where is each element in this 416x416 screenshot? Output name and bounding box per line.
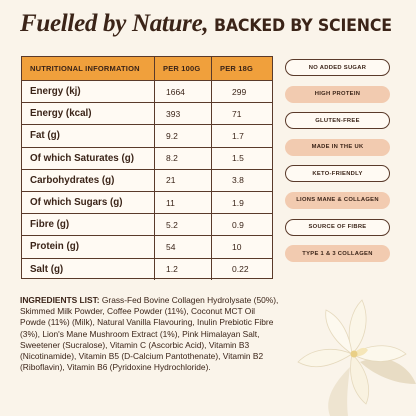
nutrient-label: Of which Saturates (g) bbox=[22, 147, 155, 169]
vanilla-flower-icon bbox=[297, 299, 416, 416]
value-per-18g: 1.5 bbox=[232, 153, 244, 164]
value-per-100g: 1.2 bbox=[155, 258, 212, 280]
value-per-18g: 1.7 bbox=[232, 130, 244, 141]
table-row: Energy (kcal) 393 71 bbox=[22, 102, 272, 125]
table-row: Of which Sugars (g) 11 1.9 bbox=[22, 190, 272, 214]
headline: Fuelled by Nature, BACKED BY SCIENCE bbox=[20, 10, 406, 40]
nutrient-label: Protein (g) bbox=[22, 236, 155, 258]
table-header: NUTRITIONAL INFORMATION PER 100G PER 18G bbox=[22, 57, 272, 80]
nutrient-label: Of which Sugars (g) bbox=[22, 191, 155, 214]
nutrient-label: Carbohydrates (g) bbox=[22, 169, 155, 191]
flower-petals bbox=[297, 299, 407, 405]
nutrient-label: Energy (kj) bbox=[22, 81, 155, 103]
table-row: Carbohydrates (g) 21 3.8 bbox=[22, 168, 272, 191]
value-per-100g: 8.2 bbox=[155, 147, 212, 169]
value-per-18g: 299 bbox=[232, 86, 247, 97]
flower-leaves bbox=[328, 358, 416, 416]
nutrient-label: Salt (g) bbox=[22, 258, 155, 280]
headline-caps: BACKED BY SCIENCE bbox=[214, 16, 393, 36]
table-row: Energy (kj) 1664 299 bbox=[22, 80, 272, 103]
value-per-100g: 1664 bbox=[155, 81, 212, 103]
headline-script: Fuelled by Nature, bbox=[20, 10, 209, 37]
ingredients-list: INGREDIENTS LIST: Grass-Fed Bovine Colla… bbox=[20, 295, 282, 373]
header-per-100g: PER 100G bbox=[155, 57, 212, 80]
claim-badges: NO ADDED SUGAR HIGH PROTEIN GLUTEN-FREE … bbox=[285, 59, 390, 272]
table-row: Fat (g) 9.2 1.7 bbox=[22, 124, 272, 147]
badge-gluten-free: GLUTEN-FREE bbox=[285, 112, 390, 130]
value-per-18g: 0.22 bbox=[232, 264, 249, 275]
ingredients-text: Grass-Fed Bovine Collagen Hydrolysate (5… bbox=[20, 295, 279, 373]
value-per-18g: 71 bbox=[232, 108, 242, 119]
value-per-18g: 3.8 bbox=[232, 175, 244, 186]
value-per-100g: 21 bbox=[155, 169, 212, 191]
value-per-100g: 11 bbox=[155, 191, 212, 214]
badge-source-of-fibre: SOURCE OF FIBRE bbox=[285, 218, 390, 236]
badge-lions-mane-collagen: LIONS MANE & COLLAGEN bbox=[285, 191, 390, 209]
badge-made-in-uk: MADE IN THE UK bbox=[285, 138, 390, 156]
nutrient-label: Fibre (g) bbox=[22, 214, 155, 236]
value-per-18g: 10 bbox=[232, 241, 242, 252]
table-row: Salt (g) 1.2 0.22 bbox=[22, 257, 272, 280]
value-per-100g: 54 bbox=[155, 236, 212, 258]
value-per-18g: 0.9 bbox=[232, 219, 244, 230]
badge-type-1-3-collagen: TYPE 1 & 3 COLLAGEN bbox=[285, 245, 390, 263]
badge-high-protein: HIGH PROTEIN bbox=[285, 85, 390, 103]
nutrition-table: NUTRITIONAL INFORMATION PER 100G PER 18G… bbox=[21, 56, 273, 280]
badge-keto-friendly: KETO-FRIENDLY bbox=[285, 165, 390, 183]
nutrient-label: Fat (g) bbox=[22, 125, 155, 147]
value-per-100g: 9.2 bbox=[155, 125, 212, 147]
ingredients-label: INGREDIENTS LIST: bbox=[20, 295, 100, 305]
table-row: Fibre (g) 5.2 0.9 bbox=[22, 213, 272, 236]
value-per-18g: 1.9 bbox=[232, 197, 244, 208]
nutrient-label: Energy (kcal) bbox=[22, 103, 155, 125]
table-row: Protein (g) 54 10 bbox=[22, 235, 272, 258]
header-nutritional-information: NUTRITIONAL INFORMATION bbox=[22, 57, 155, 80]
value-per-100g: 393 bbox=[155, 103, 212, 125]
badge-no-added-sugar: NO ADDED SUGAR bbox=[285, 59, 390, 76]
value-per-100g: 5.2 bbox=[155, 214, 212, 236]
header-per-18g: PER 18G bbox=[220, 64, 254, 73]
table-row: Of which Saturates (g) 8.2 1.5 bbox=[22, 146, 272, 169]
